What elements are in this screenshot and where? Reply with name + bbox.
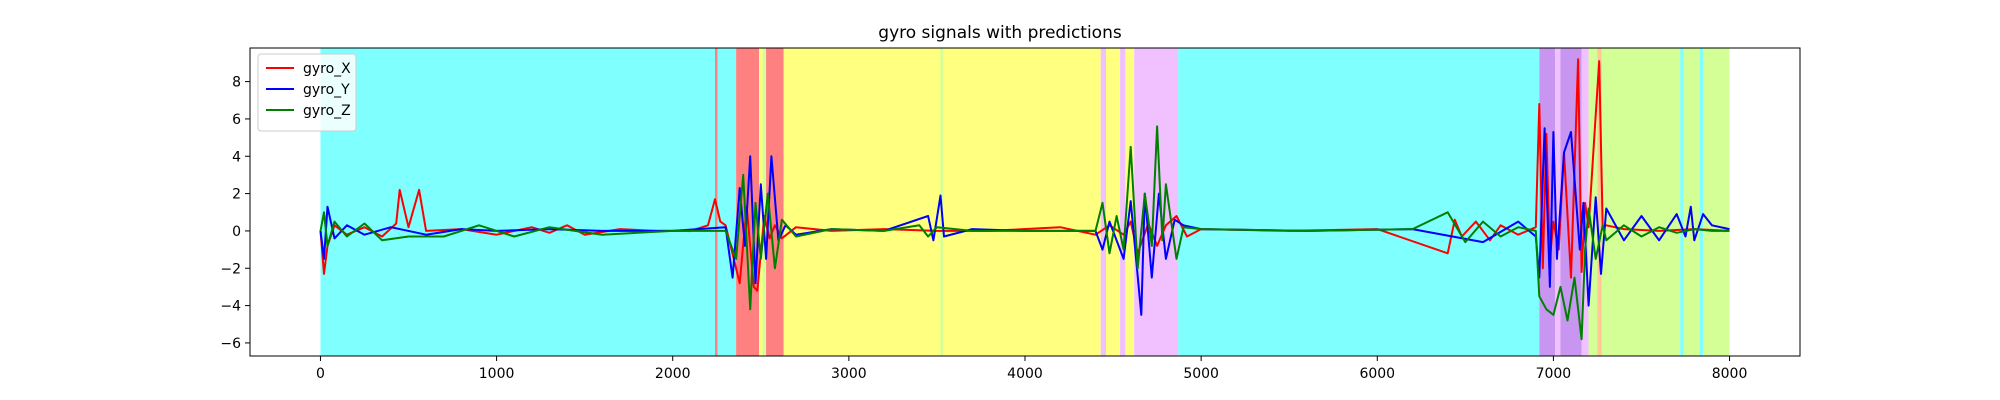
y-axis: −6 −4 −2 0 2 4 6 8 [220,75,250,352]
prediction-region [320,48,715,356]
prediction-region [1106,48,1121,356]
prediction-region [943,48,1101,356]
prediction-region [1178,48,1540,356]
y-tick-label: 2 [232,187,241,203]
y-tick-label: 4 [232,149,241,165]
prediction-region [1120,48,1126,356]
prediction-region [717,48,737,356]
prediction-region [1699,48,1704,356]
prediction-region [762,48,767,356]
y-tick-label: −6 [220,336,241,352]
prediction-regions [320,48,1730,356]
prediction-region [1601,48,1681,356]
series-line-gyro_Z [319,125,1730,341]
x-tick-label: 4000 [1007,366,1043,382]
y-tick-label: −4 [220,299,241,315]
x-tick-label: 8000 [1712,366,1748,382]
prediction-region [1703,48,1730,356]
x-tick-label: 0 [316,366,325,382]
x-tick-label: 3000 [831,366,867,382]
legend-box [257,53,357,132]
x-tick-label: 6000 [1359,366,1395,382]
prediction-region [1588,48,1598,356]
legend-label: gyro_X [303,61,351,77]
x-tick-label: 2000 [655,366,691,382]
prediction-region [1100,48,1107,356]
legend-label: gyro_Y [303,82,350,98]
prediction-region [1683,48,1700,356]
y-tick-label: 8 [232,75,241,91]
legend: gyro_X gyro_Y gyro_Z [257,53,357,132]
series-lines [319,58,1730,341]
prediction-region [783,48,941,356]
x-axis: 0 1000 2000 3000 4000 5000 6000 7000 8000 [316,356,1747,382]
legend-label: gyro_Z [303,103,351,119]
prediction-region [1555,48,1561,356]
y-tick-label: −2 [220,261,241,277]
x-tick-label: 5000 [1183,366,1219,382]
y-tick-label: 0 [232,224,241,240]
x-tick-label: 1000 [479,366,515,382]
chart-title: gyro signals with predictions [878,23,1122,43]
x-tick-label: 7000 [1536,366,1572,382]
prediction-region [1597,48,1602,356]
prediction-region [1680,48,1684,356]
y-tick-label: 6 [232,112,241,128]
